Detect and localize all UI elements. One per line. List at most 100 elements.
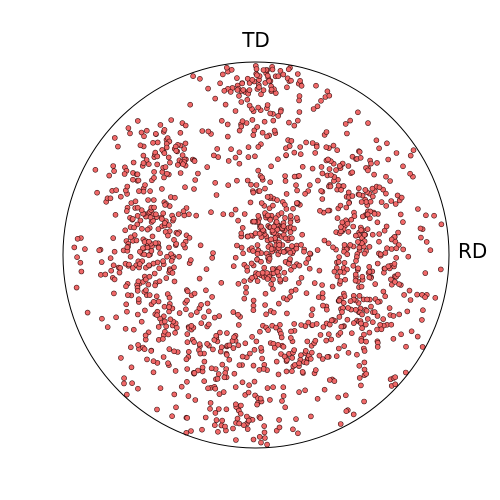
data-point bbox=[337, 329, 344, 336]
data-point bbox=[437, 266, 444, 273]
data-point bbox=[166, 346, 173, 352]
data-point bbox=[214, 146, 220, 152]
data-point bbox=[178, 383, 185, 390]
data-point bbox=[321, 386, 328, 393]
data-point bbox=[359, 273, 366, 280]
data-point bbox=[197, 76, 203, 82]
data-point bbox=[237, 410, 244, 417]
data-point bbox=[319, 290, 326, 297]
data-point bbox=[400, 163, 406, 170]
data-point bbox=[116, 269, 123, 276]
data-point bbox=[135, 296, 142, 303]
data-point bbox=[365, 120, 371, 126]
data-point bbox=[223, 406, 230, 413]
data-point bbox=[242, 340, 249, 347]
data-point bbox=[216, 391, 223, 397]
data-point bbox=[225, 158, 232, 164]
data-point bbox=[297, 144, 304, 150]
data-point bbox=[268, 163, 274, 170]
data-point bbox=[291, 149, 298, 156]
data-point bbox=[388, 246, 395, 252]
data-point bbox=[191, 186, 197, 192]
data-point bbox=[350, 411, 357, 418]
data-point bbox=[315, 177, 321, 184]
data-point bbox=[255, 213, 262, 219]
data-point bbox=[293, 215, 300, 221]
data-point bbox=[383, 203, 390, 209]
data-point bbox=[212, 95, 218, 102]
data-point bbox=[262, 290, 269, 297]
data-point bbox=[288, 138, 295, 144]
data-point bbox=[325, 156, 331, 163]
data-point bbox=[124, 391, 130, 398]
data-point bbox=[339, 219, 346, 226]
data-point bbox=[294, 71, 301, 77]
data-point bbox=[258, 200, 265, 206]
data-point bbox=[275, 156, 281, 162]
data-point bbox=[99, 315, 105, 322]
data-point bbox=[218, 344, 225, 351]
data-point bbox=[419, 344, 426, 350]
data-point bbox=[151, 197, 157, 203]
data-point bbox=[127, 130, 133, 137]
data-point bbox=[212, 422, 218, 429]
data-point bbox=[130, 265, 136, 271]
data-point bbox=[117, 265, 123, 271]
data-point bbox=[314, 247, 321, 253]
data-point bbox=[154, 161, 160, 168]
data-point bbox=[210, 346, 216, 353]
data-point bbox=[337, 202, 344, 209]
data-point bbox=[94, 189, 100, 196]
data-point bbox=[221, 88, 228, 94]
data-point bbox=[165, 232, 171, 239]
data-point bbox=[130, 216, 136, 222]
data-point bbox=[254, 401, 260, 408]
data-point bbox=[432, 294, 439, 301]
data-point bbox=[111, 168, 117, 174]
data-point bbox=[407, 170, 413, 177]
data-point bbox=[182, 140, 189, 147]
data-point bbox=[151, 270, 158, 277]
data-point bbox=[127, 253, 134, 260]
data-point bbox=[291, 263, 297, 270]
data-point bbox=[160, 354, 167, 360]
data-point bbox=[193, 212, 199, 219]
data-point bbox=[220, 211, 227, 217]
data-point bbox=[186, 348, 192, 355]
data-point bbox=[358, 227, 364, 233]
data-point bbox=[171, 348, 177, 355]
data-point bbox=[256, 188, 263, 194]
data-point bbox=[236, 322, 242, 328]
data-point bbox=[135, 385, 141, 392]
data-point bbox=[384, 140, 390, 147]
data-point bbox=[118, 355, 124, 361]
data-point bbox=[363, 307, 370, 314]
data-point bbox=[283, 152, 289, 158]
data-point bbox=[212, 180, 218, 186]
data-point bbox=[185, 393, 192, 399]
data-point bbox=[250, 189, 257, 196]
data-point bbox=[228, 67, 235, 73]
data-point bbox=[334, 273, 341, 280]
data-point bbox=[208, 365, 215, 372]
data-point bbox=[233, 401, 239, 408]
data-point bbox=[248, 181, 254, 188]
data-point bbox=[310, 106, 317, 112]
data-point bbox=[264, 72, 271, 79]
data-point bbox=[239, 379, 246, 386]
data-point bbox=[396, 311, 403, 318]
data-point bbox=[246, 87, 253, 93]
data-point bbox=[307, 356, 314, 362]
data-point bbox=[269, 266, 276, 272]
data-point bbox=[264, 441, 270, 448]
data-point bbox=[143, 287, 149, 294]
data-point bbox=[282, 276, 289, 282]
data-point bbox=[281, 353, 288, 360]
data-point bbox=[316, 267, 323, 274]
data-point bbox=[194, 309, 200, 316]
data-point bbox=[281, 269, 288, 276]
data-point bbox=[188, 428, 194, 434]
data-point bbox=[328, 336, 335, 343]
data-point bbox=[123, 283, 129, 290]
data-point bbox=[352, 232, 359, 239]
